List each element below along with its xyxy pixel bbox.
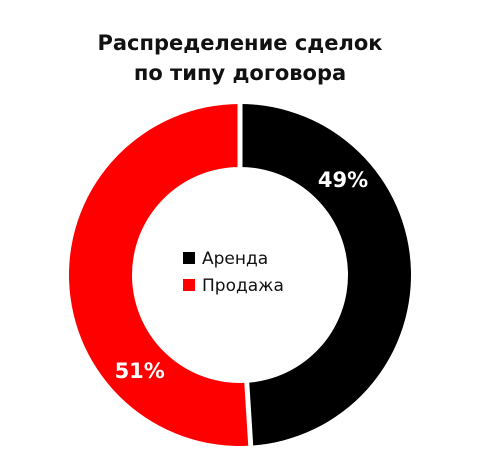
- chart-title: Распределение сделок по типу договора: [97, 31, 383, 85]
- legend-swatch: [183, 279, 195, 291]
- legend-label: Аренда: [202, 249, 268, 269]
- donut-slice: [68, 104, 251, 446]
- slice-gap: [244, 380, 254, 448]
- legend-swatch: [183, 252, 195, 264]
- value-label: 49%: [318, 168, 368, 192]
- donut-slice: [240, 104, 411, 446]
- value-label: 51%: [115, 359, 165, 383]
- legend-label: Продажа: [202, 276, 284, 296]
